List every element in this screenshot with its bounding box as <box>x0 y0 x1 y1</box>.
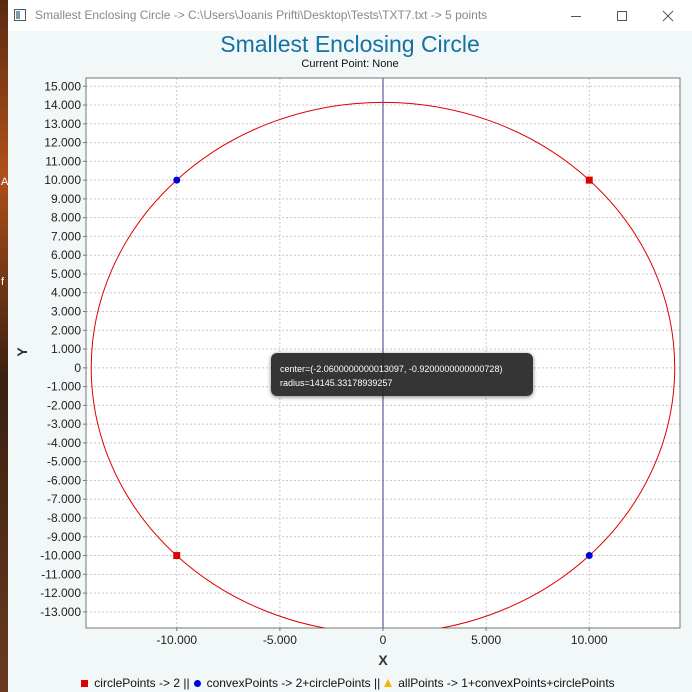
convex-point-marker <box>585 552 593 560</box>
chart-title: Smallest Enclosing Circle <box>220 31 480 57</box>
y-tick-label: -5.000 <box>47 455 81 469</box>
app-window-icon <box>14 9 26 21</box>
y-tick-label: 10.000 <box>44 173 81 187</box>
enclosing-circle-group <box>90 101 676 628</box>
x-tick-label: 0 <box>380 633 387 647</box>
y-tick-label: -9.000 <box>47 530 81 544</box>
circle-point-marker <box>173 552 181 560</box>
y-tick-label: 0 <box>74 361 81 375</box>
y-tick-label: 4.000 <box>51 286 81 300</box>
close-button[interactable] <box>645 0 691 31</box>
maximize-icon <box>617 10 627 21</box>
x-axis-label: X <box>378 652 388 668</box>
y-tick-label: -4.000 <box>47 436 81 450</box>
circle-point-marker <box>585 176 593 184</box>
legend-label: convexPoints -> 2+circlePoints || <box>206 676 381 690</box>
close-icon <box>662 10 674 21</box>
app-window: Smallest Enclosing Circle -> C:\Users\Jo… <box>8 0 692 692</box>
legend-item-all-points: allPoints -> 1+convexPoints+circlePoints <box>384 676 615 690</box>
legend-label: allPoints -> 1+convexPoints+circlePoints <box>398 676 615 690</box>
x-tick-label: -5.000 <box>263 633 297 647</box>
convex-point-marker <box>173 176 181 184</box>
current-point-label: Current Point: None <box>301 58 399 70</box>
y-tick-label: 9.000 <box>51 192 81 206</box>
chart-canvas[interactable]: 15.000 14.000 13.000 12.000 11.000 10.000 9.00… <box>8 0 692 692</box>
y-tick-label: 2.000 <box>51 323 81 337</box>
y-tick-label: -6.000 <box>47 473 81 487</box>
y-tick-label: 3.000 <box>51 305 81 319</box>
desktop-background: A f <box>0 0 8 692</box>
circle-marker-icon <box>193 679 201 687</box>
y-tick-label: -3.000 <box>47 417 81 431</box>
y-tick-label: 13.000 <box>44 117 81 131</box>
x-tick-label: 10.000 <box>571 633 608 647</box>
y-tick-label: -7.000 <box>47 492 81 506</box>
minimize-icon <box>571 15 581 17</box>
y-tick-label: -10.000 <box>40 549 81 563</box>
enclosing-circle <box>90 101 676 628</box>
y-tick-label: -2.000 <box>47 398 81 412</box>
y-tick-label: -13.000 <box>40 605 81 619</box>
minimize-button[interactable] <box>553 0 599 31</box>
tooltip-center: center=(-2.0600000000013097, -0.92000000… <box>280 364 503 374</box>
legend-label: circlePoints -> 2 || <box>94 676 190 690</box>
y-tick-label: 8.000 <box>51 211 81 225</box>
y-tick-label: 1.000 <box>51 342 81 356</box>
y-tick-label: -1.000 <box>47 380 81 394</box>
desktop-icon-label: f <box>1 276 5 288</box>
legend-item-circle-points: circlePoints -> 2 || <box>81 676 190 690</box>
x-tick-label: -10.000 <box>156 633 197 647</box>
maximize-button[interactable] <box>599 0 645 31</box>
x-tick-label: 5.000 <box>471 633 501 647</box>
y-tick-label: 12.000 <box>44 136 81 150</box>
y-axis-label: Y <box>14 347 30 357</box>
y-tick-label: -11.000 <box>41 567 81 581</box>
window-title: Smallest Enclosing Circle -> C:\Users\Jo… <box>35 8 488 22</box>
y-tick-label: 7.000 <box>51 229 81 243</box>
circle-info-tooltip: center=(-2.0600000000013097, -0.92000000… <box>271 353 533 396</box>
y-tick-label: -12.000 <box>40 586 81 600</box>
tooltip-radius: radius=14145.33178939257 <box>280 378 393 388</box>
y-tick-label: 11.000 <box>45 154 81 168</box>
y-tick-label: -8.000 <box>47 511 81 525</box>
title-bar[interactable]: Smallest Enclosing Circle -> C:\Users\Jo… <box>8 0 692 31</box>
y-tick-label: 6.000 <box>51 248 81 262</box>
y-tick-label: 14.000 <box>44 98 81 112</box>
chart-legend: circlePoints -> 2 || convexPoints -> 2+c… <box>8 676 692 690</box>
triangle-marker-icon <box>384 679 393 687</box>
y-tick-label: 15.000 <box>44 79 81 93</box>
y-tick-label: 5.000 <box>51 267 81 281</box>
square-marker-icon <box>81 679 89 687</box>
desktop-icon-label: A <box>1 176 9 188</box>
legend-item-convex-points: convexPoints -> 2+circlePoints || <box>193 676 381 690</box>
